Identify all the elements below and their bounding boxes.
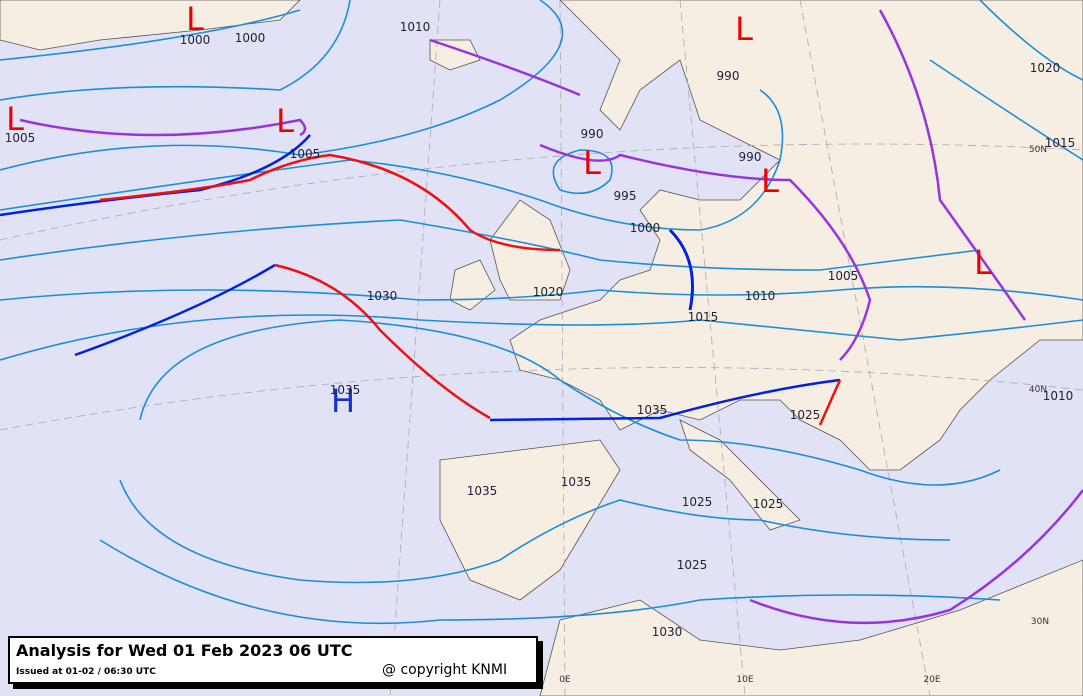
isobar-label: 1005 [5,131,36,145]
isobar-label: 1035 [561,475,592,489]
isobar-label: 1030 [367,289,398,303]
fronts [0,9,1083,625]
isobar-label: 1025 [677,558,708,572]
isobar-label: 1035 [637,403,668,417]
isobar-label: 1030 [652,625,683,639]
pressure-center: L [6,100,24,138]
pressure-center: L [186,0,204,38]
isobar-label: 1000 [235,31,266,45]
isobar-label: 1035 [467,484,498,498]
isobar-label: 995 [614,189,637,203]
isobar-label: 1015 [1045,136,1076,150]
isobar-label: 1025 [682,495,713,509]
isobar-label: 1005 [828,269,859,283]
pressure-center: H [331,382,355,420]
caption-title: Analysis for Wed 01 Feb 2023 06 UTC [16,641,353,660]
graticule-label: 0E [559,675,571,685]
pressure-center: L [735,10,753,48]
graticule-label: 20E [923,675,940,685]
copyright: @ copyright KNMI [382,662,508,678]
isobar-label: 1035 [330,383,361,397]
issued-time: Issued at 01-02 / 06:30 UTC [16,667,156,677]
graticule-label: 10E [736,675,753,685]
pressure-center: L [761,162,779,200]
isobar-label: 1000 [630,221,661,235]
isobar-label: 990 [717,69,740,83]
isobar-label: 990 [739,150,762,164]
graticule-label: 50N [1029,145,1047,155]
isobar-label: 990 [581,127,604,141]
isobar-label: 1025 [753,497,784,511]
isobar-label: 1005 [290,147,321,161]
isobar-label: 1010 [400,20,431,34]
isobar-label: 1010 [745,289,776,303]
isobar-label: 1000 [180,33,211,47]
isobar-label: 1020 [533,285,564,299]
pressure-center: L [276,102,294,140]
pressure-center: L [974,244,992,282]
caption-box: Analysis for Wed 01 Feb 2023 06 UTC Issu… [8,636,538,684]
isobar-label: 1015 [688,310,719,324]
isobar-label: 1025 [790,408,821,422]
isobar-label: 1020 [1030,61,1061,75]
graticule-label: 40N [1029,385,1047,395]
graticule-label: 30N [1031,617,1049,627]
isobar-label: 1010 [1043,389,1074,403]
isobars [0,0,1083,625]
pressure-center: L [583,144,601,182]
